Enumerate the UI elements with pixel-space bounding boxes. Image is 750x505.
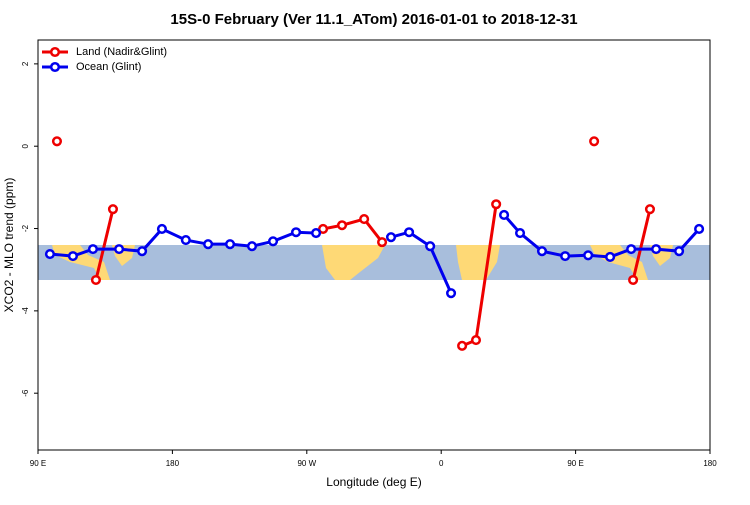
point <box>44 249 55 260</box>
point <box>446 288 457 299</box>
y-tick-label: -4 <box>21 307 30 315</box>
point <box>87 244 99 255</box>
legend-label: Land (Nadir&Glint) <box>76 46 167 58</box>
point <box>156 223 167 234</box>
point <box>644 204 656 215</box>
point <box>90 274 101 286</box>
y-tick-label: -2 <box>21 224 30 232</box>
y-tick-label: 2 <box>21 61 30 66</box>
land <box>52 245 110 280</box>
legend-marker <box>49 61 61 73</box>
y-axis-label: XCO2 - MLO trend (ppm) <box>2 178 16 313</box>
x-tick-label: 90 E <box>30 459 46 468</box>
point <box>404 227 415 238</box>
land <box>590 245 648 280</box>
point <box>290 227 302 238</box>
point <box>583 250 594 261</box>
point <box>694 223 705 234</box>
point <box>385 232 397 243</box>
point <box>605 251 616 262</box>
y-tick-label: 0 <box>21 143 30 148</box>
point <box>377 237 388 248</box>
point <box>651 244 662 255</box>
legend-marker <box>49 46 61 58</box>
legend-label: Ocean (Glint) <box>76 61 141 73</box>
point <box>470 335 482 346</box>
point <box>589 136 600 147</box>
point <box>514 228 526 239</box>
point <box>536 246 548 257</box>
point <box>114 244 125 255</box>
chart-title: 15S-0 February (Ver 11.1_ATom) 2016-01-0… <box>170 11 577 28</box>
point <box>628 274 639 286</box>
point <box>203 239 214 250</box>
point <box>336 220 348 231</box>
x-axis-label: Longitude (deg E) <box>326 475 421 489</box>
point <box>491 199 502 210</box>
point <box>224 239 236 250</box>
x-tick-label: 180 <box>703 459 717 468</box>
x-tick-label: 90 E <box>567 459 583 468</box>
plot-frame <box>37 39 711 451</box>
point <box>67 251 78 262</box>
point <box>425 241 436 252</box>
point <box>674 246 685 257</box>
point <box>560 251 571 262</box>
point <box>626 244 637 255</box>
point <box>457 340 468 351</box>
map-strip <box>38 245 710 280</box>
point <box>107 204 119 215</box>
land <box>322 245 385 280</box>
series-line <box>94 204 652 348</box>
point <box>246 241 258 252</box>
point <box>180 235 191 246</box>
x-tick-label: 0 <box>439 459 444 468</box>
point <box>499 209 510 220</box>
point <box>311 228 322 239</box>
x-tick-label: 180 <box>166 459 180 468</box>
point <box>137 246 148 257</box>
point <box>268 236 279 247</box>
x-tick-label: 90 W <box>297 459 316 468</box>
point <box>51 136 63 147</box>
y-tick-label: -6 <box>21 389 30 397</box>
point <box>318 223 329 234</box>
point <box>359 214 370 225</box>
